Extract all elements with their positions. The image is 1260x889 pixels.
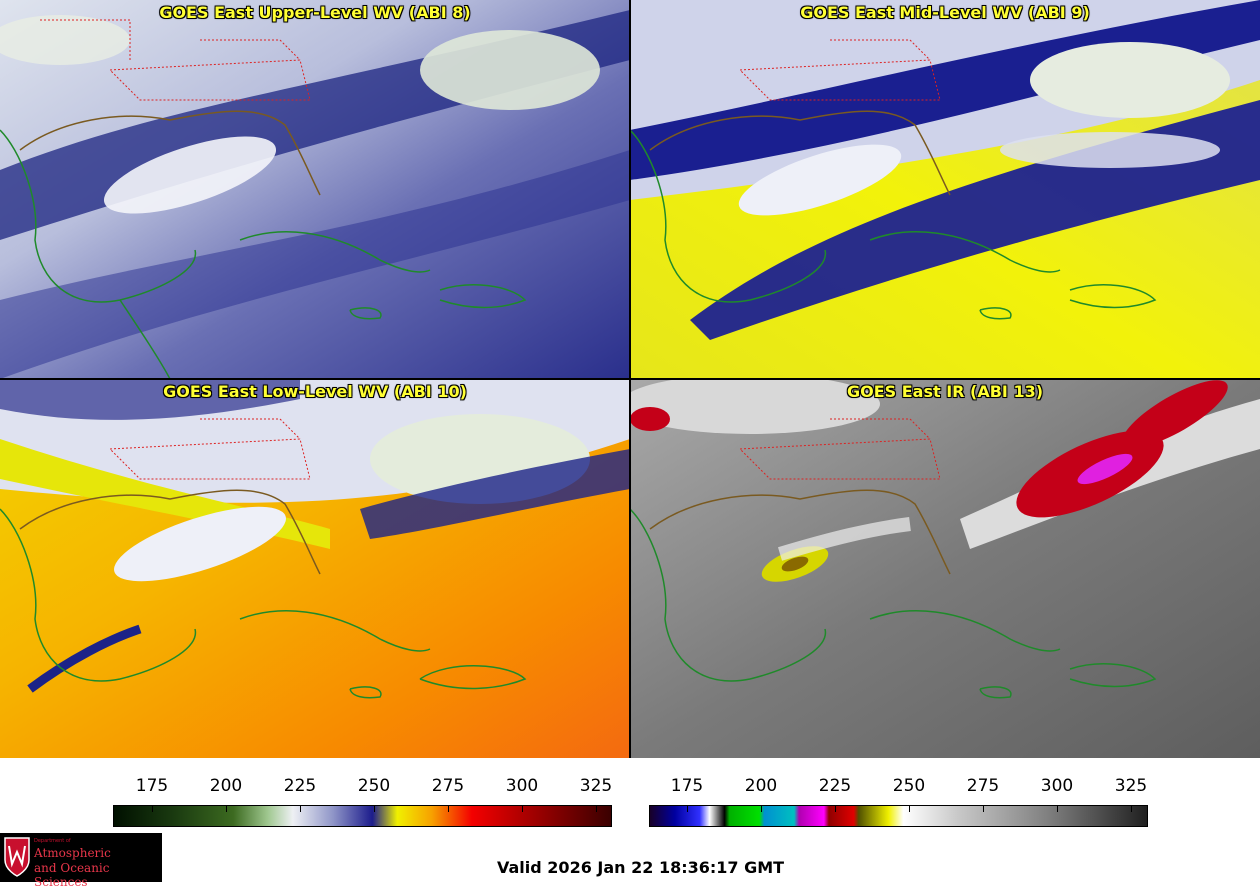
ir-tick: [983, 806, 984, 812]
ir-tick: [1057, 806, 1058, 812]
wv-tick-label: 275: [431, 776, 465, 796]
panel-title: GOES East Low-Level WV (ABI 10): [163, 382, 467, 401]
wv-tick: [300, 806, 301, 812]
wv-tick: [226, 806, 227, 812]
ir-tick: [761, 806, 762, 812]
wv-colorbar: [113, 805, 612, 827]
ir-tick-label: 175: [670, 776, 704, 796]
ir-tick: [1131, 806, 1132, 812]
wv-tick-label: 200: [209, 776, 243, 796]
ir-tick-label: 225: [818, 776, 852, 796]
ir-tick: [687, 806, 688, 812]
ir-tick-label: 250: [892, 776, 926, 796]
ir-image: [630, 379, 1260, 758]
ir-tick-label: 275: [966, 776, 1000, 796]
ir-tick-label: 200: [744, 776, 778, 796]
wv-tick-label: 300: [505, 776, 539, 796]
panel-divider-horizontal: [0, 378, 1260, 380]
wv-tick: [448, 806, 449, 812]
wv-tick: [596, 806, 597, 812]
logo-line2: and Oceanic Sciences: [34, 861, 110, 889]
ir-tick-label: 300: [1040, 776, 1074, 796]
wv-tick: [152, 806, 153, 812]
wv-tick-label: 225: [283, 776, 317, 796]
upper-level-wv-panel: GOES East Upper-Level WV (ABI 8): [0, 0, 630, 379]
ir-tick: [909, 806, 910, 812]
ir-tick-label: 325: [1114, 776, 1148, 796]
low-level-wv-panel: GOES East Low-Level WV (ABI 10): [0, 379, 630, 758]
panel-title: GOES East IR (ABI 13): [846, 382, 1044, 401]
crest-icon: [4, 837, 30, 877]
upper-level-wv-image: [0, 0, 630, 379]
logo-line1: Atmospheric: [34, 846, 111, 860]
wv-tick-label: 175: [135, 776, 169, 796]
wv-tick: [374, 806, 375, 812]
aos-logo: Department of Atmospheric and Oceanic Sc…: [0, 833, 162, 889]
ir-panel: GOES East IR (ABI 13): [630, 379, 1260, 758]
wv-tick-label: 325: [579, 776, 613, 796]
wv-tick-label: 250: [357, 776, 391, 796]
wv-tick: [522, 806, 523, 812]
mid-level-wv-image: [630, 0, 1260, 379]
valid-time: Valid 2026 Jan 22 18:36:17 GMT: [497, 858, 785, 877]
panel-title: GOES East Upper-Level WV (ABI 8): [159, 3, 471, 22]
logo-department-text: Department of: [34, 838, 71, 844]
ir-colorbar: [649, 805, 1148, 827]
panel-title: GOES East Mid-Level WV (ABI 9): [800, 3, 1090, 22]
mid-level-wv-panel: GOES East Mid-Level WV (ABI 9): [630, 0, 1260, 379]
low-level-wv-image: [0, 379, 630, 758]
ir-tick: [835, 806, 836, 812]
